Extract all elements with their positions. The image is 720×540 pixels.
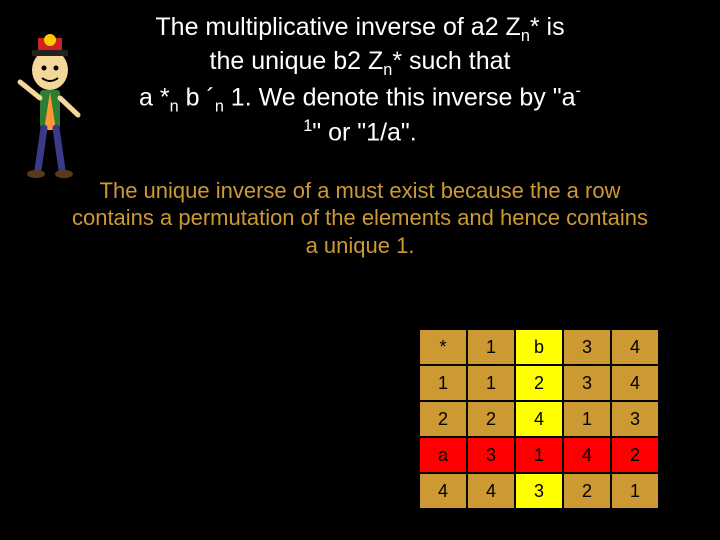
slide: The multiplicative inverse of a2 Zn* is … xyxy=(0,0,720,540)
table-header-cell: 4 xyxy=(611,329,659,365)
title-fragment: is xyxy=(540,13,565,41)
title-fragment: The multiplicative inverse of a xyxy=(155,13,484,41)
body-content: The unique inverse of a must exist becau… xyxy=(72,178,648,258)
table-cell: 3 xyxy=(467,437,515,473)
table-header-cell: 3 xyxy=(563,329,611,365)
title-fragment: such that xyxy=(402,47,510,75)
table-cell: 4 xyxy=(467,473,515,509)
table-cell: 4 xyxy=(563,437,611,473)
table-cell: 3 xyxy=(515,473,563,509)
title-fragment: a * xyxy=(139,83,170,111)
title-fragment: the unique b xyxy=(210,47,348,75)
table-cell: 3 xyxy=(563,365,611,401)
table-cell: 3 xyxy=(611,401,659,437)
table-header-cell: 1 xyxy=(467,329,515,365)
title-fragment: * xyxy=(530,13,540,41)
title-fragment: Z xyxy=(361,47,383,75)
table-cell: 2 xyxy=(563,473,611,509)
title-subscript: n xyxy=(215,97,224,115)
character-clipart xyxy=(10,20,90,180)
table-header-cell: * xyxy=(419,329,467,365)
title-subscript: n xyxy=(170,97,179,115)
title-text: The multiplicative inverse of a2 Zn* is … xyxy=(30,12,690,149)
table-cell: 1 xyxy=(611,473,659,509)
table: *1b341123422413a314244321 xyxy=(418,328,660,510)
table-cell: 2 xyxy=(419,401,467,437)
table-cell: 2 xyxy=(515,365,563,401)
table-cell: 2 xyxy=(611,437,659,473)
table-cell: 1 xyxy=(419,365,467,401)
body-text: The unique inverse of a must exist becau… xyxy=(30,177,690,260)
title-fragment: b ´ xyxy=(179,83,215,111)
table-cell: 4 xyxy=(611,365,659,401)
table-header-cell: b xyxy=(515,329,563,365)
table-cell: 1 xyxy=(515,437,563,473)
multiplication-table: *1b341123422413a314244321 xyxy=(418,328,660,510)
title-subscript: n xyxy=(383,61,392,79)
title-fragment: Z xyxy=(499,13,521,41)
title-superscript: - xyxy=(576,82,581,100)
table-cell: a xyxy=(419,437,467,473)
title-fragment: 1. We denote this inverse by "a xyxy=(224,83,576,111)
title-fragment: " or "1/a". xyxy=(312,119,416,147)
title-fragment: 2 xyxy=(347,47,361,75)
table-cell: 1 xyxy=(467,365,515,401)
title-fragment: * xyxy=(392,47,402,75)
title-subscript: n xyxy=(521,27,530,45)
table-cell: 4 xyxy=(419,473,467,509)
table-cell: 1 xyxy=(563,401,611,437)
title-superscript: 1 xyxy=(303,117,312,135)
table-cell: 4 xyxy=(515,401,563,437)
title-fragment: 2 xyxy=(485,13,499,41)
table-cell: 2 xyxy=(467,401,515,437)
